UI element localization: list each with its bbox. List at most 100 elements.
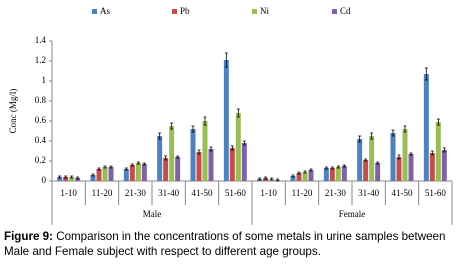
error-bar	[258, 177, 262, 181]
error-bar	[330, 166, 334, 170]
bar	[435, 122, 441, 181]
error-bar	[109, 165, 113, 169]
bar	[335, 167, 341, 181]
x-tick-label: 31-40	[358, 188, 379, 198]
error-bar	[124, 167, 128, 171]
bar	[157, 136, 163, 181]
x-tick-label: 51-60	[225, 188, 246, 198]
bar	[102, 167, 108, 181]
bar	[363, 160, 369, 181]
bar	[402, 129, 408, 181]
error-bar	[158, 132, 162, 140]
bar	[329, 168, 335, 181]
group-label: Male	[143, 209, 162, 219]
legend-label: Ni	[260, 6, 269, 16]
legend-swatch	[252, 9, 257, 14]
x-tick-label: 31-40	[158, 188, 179, 198]
bar	[202, 121, 208, 181]
bar	[108, 167, 114, 181]
error-bar	[76, 176, 80, 180]
error-bar	[270, 177, 274, 181]
error-bar	[197, 149, 201, 155]
x-tick-label: 51-60	[425, 188, 446, 198]
bar	[308, 170, 314, 181]
bar	[241, 143, 247, 181]
error-bar	[370, 132, 374, 140]
y-tick-label: 0	[42, 175, 47, 185]
error-bar	[342, 164, 346, 168]
bar	[135, 163, 141, 181]
error-bar	[224, 52, 228, 68]
x-tick-label: 1-10	[260, 188, 277, 198]
x-tick-label: 41-50	[192, 188, 213, 198]
caption: Figure 9: Comparison in the concentratio…	[4, 229, 454, 259]
bar	[441, 150, 447, 181]
legend-label: Pb	[180, 6, 190, 16]
bar	[429, 153, 435, 181]
x-tick-label: 21-30	[325, 188, 346, 198]
error-bar	[103, 165, 107, 169]
error-bar	[64, 175, 68, 179]
error-bar	[291, 174, 295, 178]
bar	[63, 177, 69, 181]
bar	[235, 113, 241, 181]
error-bar	[403, 125, 407, 133]
bar	[296, 173, 302, 181]
bar	[369, 136, 375, 181]
error-bar	[303, 170, 307, 174]
bar	[263, 178, 269, 181]
legend-label: As	[100, 6, 110, 16]
y-tick-label: 1.4	[35, 35, 47, 45]
bar	[396, 157, 402, 181]
error-bar	[364, 158, 368, 162]
error-bar	[264, 176, 268, 180]
error-bar	[409, 152, 413, 156]
bar	[223, 60, 229, 181]
error-bar	[276, 178, 280, 182]
bar	[408, 154, 414, 181]
bar	[57, 177, 63, 181]
bar	[196, 152, 202, 181]
error-bar	[164, 155, 168, 161]
bar	[229, 148, 235, 181]
bar	[190, 129, 196, 181]
error-bar	[376, 161, 380, 165]
error-bar	[70, 175, 74, 179]
bar	[90, 175, 96, 181]
x-tick-label: 11-20	[292, 188, 313, 198]
error-bar	[170, 122, 174, 130]
bar	[390, 133, 396, 181]
error-bar	[430, 150, 434, 156]
error-bar	[91, 173, 95, 177]
error-bar	[230, 145, 234, 151]
error-bar	[442, 147, 446, 153]
y-tick-label: 0.6	[35, 115, 47, 125]
bar	[141, 164, 147, 181]
error-bar	[191, 125, 195, 133]
error-bar	[397, 154, 401, 160]
error-bar	[176, 155, 180, 159]
error-bar	[97, 167, 101, 171]
bar	[341, 166, 347, 181]
error-bar	[130, 163, 134, 167]
caption-text: Comparison in the concentrations of some…	[4, 230, 446, 258]
error-bar	[436, 118, 440, 126]
error-bar	[336, 165, 340, 169]
x-tick-label: 21-30	[125, 188, 146, 198]
bar	[208, 149, 214, 181]
error-bar	[324, 166, 328, 170]
error-bar	[391, 129, 395, 137]
bar	[129, 165, 135, 181]
error-bar	[424, 67, 428, 81]
error-bar	[297, 171, 301, 175]
y-tick-label: 1.2	[35, 55, 46, 65]
group-label: Female	[339, 209, 366, 219]
legend-label: Cd	[340, 6, 351, 16]
error-bar	[236, 108, 240, 118]
bar	[96, 169, 102, 181]
chart: Conc (Mg/l) 0 0.2 0.4 0.6 0.8 1 1.2 1.4 As Pb Ni Cd…	[8, 6, 453, 225]
legend-swatch	[332, 9, 337, 14]
bar	[290, 176, 296, 181]
error-bar	[358, 135, 362, 143]
